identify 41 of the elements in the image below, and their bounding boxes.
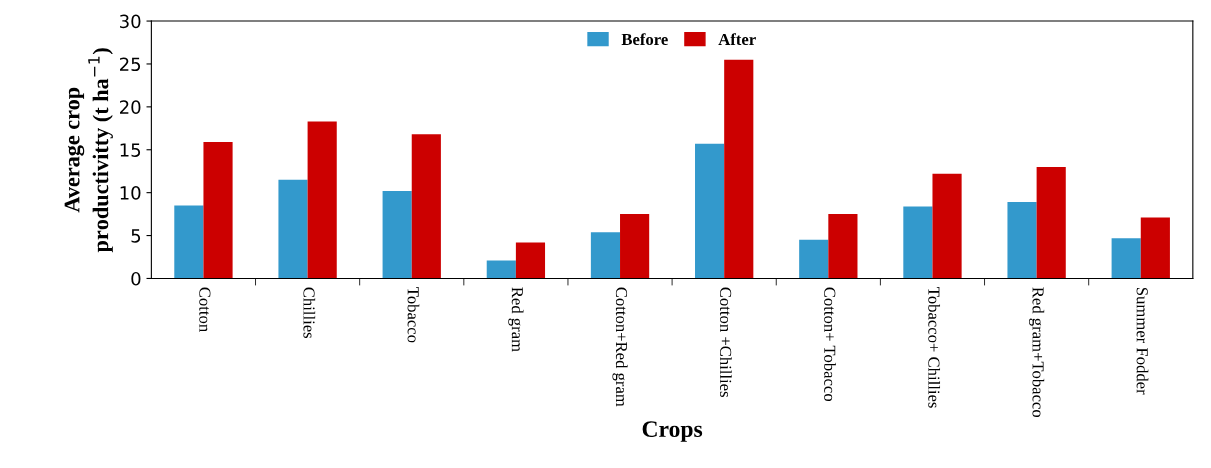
bar [1111, 238, 1141, 279]
bar [695, 143, 725, 279]
x-tick-label: Red gram+Tobacco [1029, 287, 1045, 418]
bar [174, 205, 204, 279]
y-tick-label: 20 [120, 100, 141, 114]
x-axis-title: Crops [642, 421, 703, 442]
x-tick-label: Red gram [508, 287, 524, 352]
legend-label: Before [621, 33, 668, 46]
bar [724, 59, 754, 279]
x-tick-label: Cotton [199, 287, 211, 332]
bar [1007, 202, 1037, 279]
x-tick-label: Tobacco [407, 287, 420, 343]
y-tick-label: 0 [131, 271, 141, 286]
bar [620, 214, 650, 279]
legend-label: After [718, 33, 756, 46]
bar [203, 142, 233, 279]
x-tick-label: Chillies [303, 287, 316, 339]
bar [903, 206, 933, 279]
x-tick-label: Cotton+ Tobacco [824, 287, 836, 402]
y-tick-label: 5 [131, 229, 141, 243]
bar [828, 214, 858, 279]
y-axis-title: Average crop productivitty (t ha$^{−1}$) [64, 48, 113, 253]
y-tick-label: 30 [120, 14, 141, 29]
x-tick-label: Cotton +Chillies [720, 287, 732, 397]
bar [382, 190, 412, 279]
bar [1036, 166, 1066, 279]
bar [799, 239, 829, 279]
bar [515, 242, 546, 279]
x-tick-label: Tobacco+ Chillies [928, 287, 941, 408]
bar [278, 179, 308, 279]
y-tick-label: 15 [120, 143, 141, 157]
y-tick-label: 10 [120, 186, 141, 200]
x-tick-label: Summer Fodder [1136, 287, 1149, 395]
bar [486, 260, 516, 279]
bar [411, 134, 441, 279]
bar [590, 232, 621, 279]
bar [1140, 217, 1170, 279]
y-tick-label: 25 [120, 57, 141, 72]
bar [307, 121, 337, 279]
bar [932, 173, 962, 279]
x-tick-label: Cotton+Red gram [612, 287, 628, 407]
